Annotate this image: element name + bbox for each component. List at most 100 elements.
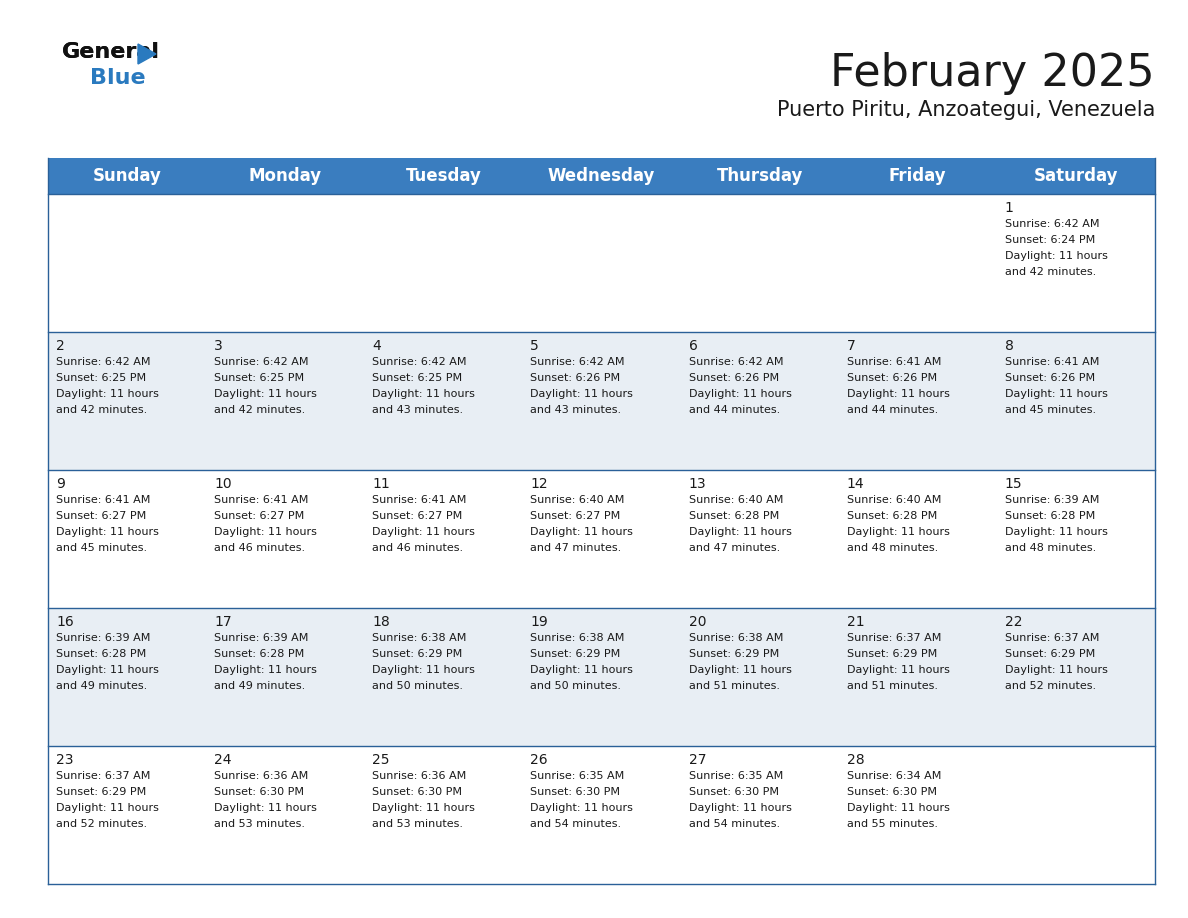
Text: and 42 minutes.: and 42 minutes. xyxy=(56,405,147,415)
Text: Daylight: 11 hours: Daylight: 11 hours xyxy=(214,527,317,537)
Text: Sunrise: 6:39 AM: Sunrise: 6:39 AM xyxy=(1005,495,1099,505)
Text: Sunrise: 6:40 AM: Sunrise: 6:40 AM xyxy=(689,495,783,505)
Text: Sunset: 6:30 PM: Sunset: 6:30 PM xyxy=(689,787,778,797)
Text: Daylight: 11 hours: Daylight: 11 hours xyxy=(1005,665,1107,675)
Text: Sunset: 6:29 PM: Sunset: 6:29 PM xyxy=(530,649,620,659)
Text: 1: 1 xyxy=(1005,201,1013,215)
Text: Sunrise: 6:35 AM: Sunrise: 6:35 AM xyxy=(530,771,625,781)
Text: Sunset: 6:30 PM: Sunset: 6:30 PM xyxy=(847,787,936,797)
Text: Sunrise: 6:35 AM: Sunrise: 6:35 AM xyxy=(689,771,783,781)
Text: Daylight: 11 hours: Daylight: 11 hours xyxy=(372,389,475,399)
Text: Sunset: 6:26 PM: Sunset: 6:26 PM xyxy=(530,373,620,383)
Text: Saturday: Saturday xyxy=(1034,167,1118,185)
Text: Daylight: 11 hours: Daylight: 11 hours xyxy=(847,389,949,399)
Text: Daylight: 11 hours: Daylight: 11 hours xyxy=(56,389,159,399)
Text: Sunset: 6:26 PM: Sunset: 6:26 PM xyxy=(689,373,778,383)
Bar xyxy=(523,158,681,194)
Text: Sunset: 6:26 PM: Sunset: 6:26 PM xyxy=(847,373,937,383)
Text: Sunrise: 6:36 AM: Sunrise: 6:36 AM xyxy=(214,771,309,781)
Text: and 53 minutes.: and 53 minutes. xyxy=(214,819,305,829)
Text: 24: 24 xyxy=(214,753,232,767)
Bar xyxy=(523,194,681,332)
Text: Daylight: 11 hours: Daylight: 11 hours xyxy=(56,527,159,537)
Text: 14: 14 xyxy=(847,477,865,491)
Bar xyxy=(681,470,839,608)
Text: Daylight: 11 hours: Daylight: 11 hours xyxy=(530,665,633,675)
Text: Daylight: 11 hours: Daylight: 11 hours xyxy=(530,803,633,813)
Text: Sunset: 6:27 PM: Sunset: 6:27 PM xyxy=(214,511,304,521)
Text: 4: 4 xyxy=(372,339,381,353)
Text: Daylight: 11 hours: Daylight: 11 hours xyxy=(530,389,633,399)
Bar xyxy=(681,194,839,332)
Text: Monday: Monday xyxy=(248,167,322,185)
Text: Sunset: 6:28 PM: Sunset: 6:28 PM xyxy=(689,511,779,521)
Text: Sunset: 6:26 PM: Sunset: 6:26 PM xyxy=(1005,373,1095,383)
Text: and 47 minutes.: and 47 minutes. xyxy=(689,543,779,553)
Text: Thursday: Thursday xyxy=(716,167,803,185)
Text: and 48 minutes.: and 48 minutes. xyxy=(1005,543,1097,553)
Text: Sunset: 6:30 PM: Sunset: 6:30 PM xyxy=(214,787,304,797)
Text: 23: 23 xyxy=(56,753,74,767)
Text: Daylight: 11 hours: Daylight: 11 hours xyxy=(847,803,949,813)
Text: Sunset: 6:29 PM: Sunset: 6:29 PM xyxy=(847,649,937,659)
Text: 22: 22 xyxy=(1005,615,1023,629)
Text: Sunrise: 6:34 AM: Sunrise: 6:34 AM xyxy=(847,771,941,781)
Bar xyxy=(839,746,997,884)
Text: Sunrise: 6:40 AM: Sunrise: 6:40 AM xyxy=(847,495,941,505)
Bar xyxy=(207,608,365,746)
Text: Sunset: 6:29 PM: Sunset: 6:29 PM xyxy=(56,787,146,797)
Text: Daylight: 11 hours: Daylight: 11 hours xyxy=(847,665,949,675)
Bar xyxy=(839,470,997,608)
Text: Daylight: 11 hours: Daylight: 11 hours xyxy=(847,527,949,537)
Text: 5: 5 xyxy=(530,339,539,353)
Text: 27: 27 xyxy=(689,753,706,767)
Text: Sunrise: 6:40 AM: Sunrise: 6:40 AM xyxy=(530,495,625,505)
Text: Wednesday: Wednesday xyxy=(548,167,656,185)
Text: Sunrise: 6:41 AM: Sunrise: 6:41 AM xyxy=(1005,357,1099,367)
Text: 18: 18 xyxy=(372,615,390,629)
Text: Sunset: 6:29 PM: Sunset: 6:29 PM xyxy=(689,649,779,659)
Text: Daylight: 11 hours: Daylight: 11 hours xyxy=(214,803,317,813)
Text: Sunset: 6:27 PM: Sunset: 6:27 PM xyxy=(530,511,620,521)
Text: Sunrise: 6:38 AM: Sunrise: 6:38 AM xyxy=(530,633,625,643)
Bar xyxy=(681,608,839,746)
Text: Daylight: 11 hours: Daylight: 11 hours xyxy=(56,803,159,813)
Text: 15: 15 xyxy=(1005,477,1023,491)
Text: and 49 minutes.: and 49 minutes. xyxy=(214,681,305,691)
Text: and 54 minutes.: and 54 minutes. xyxy=(530,819,621,829)
Text: Sunset: 6:27 PM: Sunset: 6:27 PM xyxy=(372,511,462,521)
Bar xyxy=(523,332,681,470)
Text: 16: 16 xyxy=(56,615,74,629)
Text: Sunset: 6:28 PM: Sunset: 6:28 PM xyxy=(847,511,937,521)
Text: and 44 minutes.: and 44 minutes. xyxy=(847,405,939,415)
Bar xyxy=(523,470,681,608)
Bar xyxy=(997,608,1155,746)
Text: Daylight: 11 hours: Daylight: 11 hours xyxy=(214,665,317,675)
Bar xyxy=(997,332,1155,470)
Text: Sunday: Sunday xyxy=(93,167,162,185)
Text: Sunset: 6:30 PM: Sunset: 6:30 PM xyxy=(530,787,620,797)
Bar xyxy=(839,332,997,470)
Text: and 52 minutes.: and 52 minutes. xyxy=(1005,681,1097,691)
Text: Daylight: 11 hours: Daylight: 11 hours xyxy=(372,527,475,537)
Text: and 50 minutes.: and 50 minutes. xyxy=(530,681,621,691)
Text: Sunset: 6:27 PM: Sunset: 6:27 PM xyxy=(56,511,146,521)
Text: and 55 minutes.: and 55 minutes. xyxy=(847,819,937,829)
Text: Sunrise: 6:37 AM: Sunrise: 6:37 AM xyxy=(847,633,941,643)
Bar xyxy=(207,746,365,884)
Text: 9: 9 xyxy=(56,477,65,491)
Bar xyxy=(207,158,365,194)
Polygon shape xyxy=(138,44,156,64)
Text: Sunset: 6:30 PM: Sunset: 6:30 PM xyxy=(372,787,462,797)
Text: Sunset: 6:25 PM: Sunset: 6:25 PM xyxy=(372,373,462,383)
Bar xyxy=(839,608,997,746)
Text: Sunset: 6:25 PM: Sunset: 6:25 PM xyxy=(214,373,304,383)
Text: 6: 6 xyxy=(689,339,697,353)
Text: and 51 minutes.: and 51 minutes. xyxy=(847,681,937,691)
Text: Daylight: 11 hours: Daylight: 11 hours xyxy=(56,665,159,675)
Text: 3: 3 xyxy=(214,339,223,353)
Bar xyxy=(48,194,207,332)
Text: Sunset: 6:29 PM: Sunset: 6:29 PM xyxy=(1005,649,1095,659)
Bar xyxy=(997,746,1155,884)
Bar xyxy=(365,608,523,746)
